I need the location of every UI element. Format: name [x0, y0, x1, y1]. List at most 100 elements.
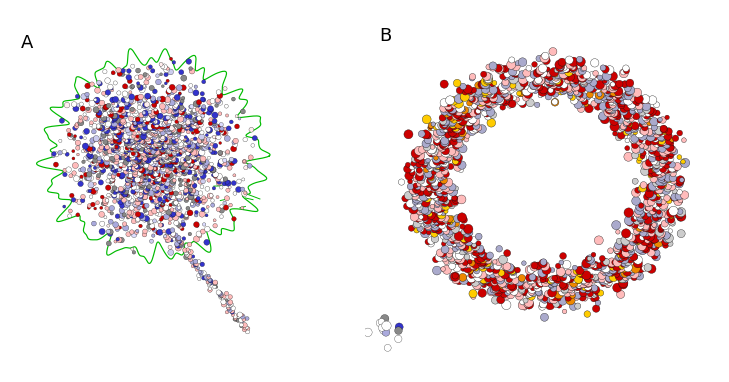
Circle shape: [483, 254, 491, 261]
Circle shape: [554, 78, 564, 87]
Circle shape: [436, 215, 445, 224]
Circle shape: [98, 180, 104, 185]
Circle shape: [499, 83, 507, 91]
Circle shape: [620, 267, 627, 273]
Circle shape: [155, 186, 160, 190]
Circle shape: [626, 79, 634, 87]
Circle shape: [152, 174, 158, 180]
Circle shape: [525, 265, 534, 275]
Circle shape: [182, 237, 186, 240]
Circle shape: [171, 115, 174, 118]
Circle shape: [398, 179, 405, 185]
Circle shape: [451, 238, 456, 244]
Circle shape: [109, 135, 114, 140]
Circle shape: [130, 99, 136, 104]
Circle shape: [125, 149, 129, 153]
Circle shape: [471, 265, 477, 270]
Circle shape: [168, 141, 172, 145]
Circle shape: [168, 151, 174, 157]
Circle shape: [152, 132, 157, 137]
Circle shape: [448, 128, 457, 136]
Circle shape: [147, 141, 152, 145]
Circle shape: [500, 290, 508, 298]
Circle shape: [163, 144, 168, 148]
Circle shape: [609, 116, 619, 125]
Circle shape: [619, 96, 625, 101]
Circle shape: [655, 194, 660, 200]
Circle shape: [187, 140, 191, 145]
Circle shape: [165, 124, 170, 128]
Circle shape: [106, 241, 112, 246]
Circle shape: [146, 191, 149, 194]
Circle shape: [148, 152, 154, 158]
Circle shape: [409, 164, 415, 170]
Circle shape: [432, 133, 440, 140]
Circle shape: [122, 222, 127, 226]
Circle shape: [489, 94, 499, 104]
Circle shape: [165, 168, 172, 174]
Circle shape: [610, 265, 616, 271]
Circle shape: [625, 121, 632, 126]
Circle shape: [159, 123, 163, 127]
Circle shape: [160, 167, 166, 172]
Circle shape: [450, 138, 458, 146]
Circle shape: [144, 119, 147, 122]
Circle shape: [652, 147, 662, 156]
Circle shape: [564, 78, 571, 84]
Circle shape: [641, 151, 646, 156]
Circle shape: [558, 88, 564, 95]
Circle shape: [635, 129, 644, 138]
Circle shape: [605, 105, 614, 114]
Circle shape: [197, 274, 201, 278]
Circle shape: [223, 177, 227, 181]
Circle shape: [461, 236, 469, 244]
Circle shape: [185, 253, 189, 257]
Circle shape: [652, 212, 658, 218]
Circle shape: [490, 82, 495, 87]
Circle shape: [555, 263, 561, 269]
Circle shape: [217, 291, 222, 296]
Circle shape: [508, 269, 515, 275]
Circle shape: [129, 152, 135, 158]
Circle shape: [451, 123, 458, 130]
Circle shape: [433, 192, 437, 197]
Circle shape: [461, 249, 467, 255]
Circle shape: [599, 92, 605, 98]
Circle shape: [173, 129, 177, 133]
Circle shape: [173, 111, 179, 117]
Circle shape: [207, 127, 212, 133]
Circle shape: [133, 110, 139, 117]
Circle shape: [623, 274, 628, 280]
Circle shape: [416, 151, 425, 160]
Circle shape: [647, 129, 655, 137]
Circle shape: [435, 222, 440, 226]
Circle shape: [519, 85, 523, 89]
Circle shape: [158, 134, 162, 137]
Circle shape: [676, 176, 685, 185]
Circle shape: [134, 136, 139, 141]
Circle shape: [426, 150, 432, 155]
Circle shape: [148, 129, 152, 134]
Circle shape: [179, 241, 183, 244]
Circle shape: [199, 172, 203, 176]
Circle shape: [530, 83, 537, 90]
Circle shape: [566, 60, 574, 69]
Circle shape: [129, 125, 136, 132]
Circle shape: [190, 159, 195, 163]
Circle shape: [424, 216, 432, 224]
Circle shape: [103, 200, 108, 206]
Circle shape: [142, 121, 146, 125]
Circle shape: [542, 52, 549, 60]
Circle shape: [608, 110, 617, 120]
Circle shape: [214, 151, 217, 155]
Circle shape: [639, 116, 647, 124]
Circle shape: [150, 104, 156, 109]
Circle shape: [620, 257, 625, 262]
Circle shape: [93, 136, 99, 142]
Circle shape: [440, 186, 449, 195]
Circle shape: [552, 99, 558, 105]
Circle shape: [480, 259, 488, 266]
Circle shape: [111, 71, 115, 75]
Circle shape: [551, 98, 559, 106]
Circle shape: [580, 80, 588, 87]
